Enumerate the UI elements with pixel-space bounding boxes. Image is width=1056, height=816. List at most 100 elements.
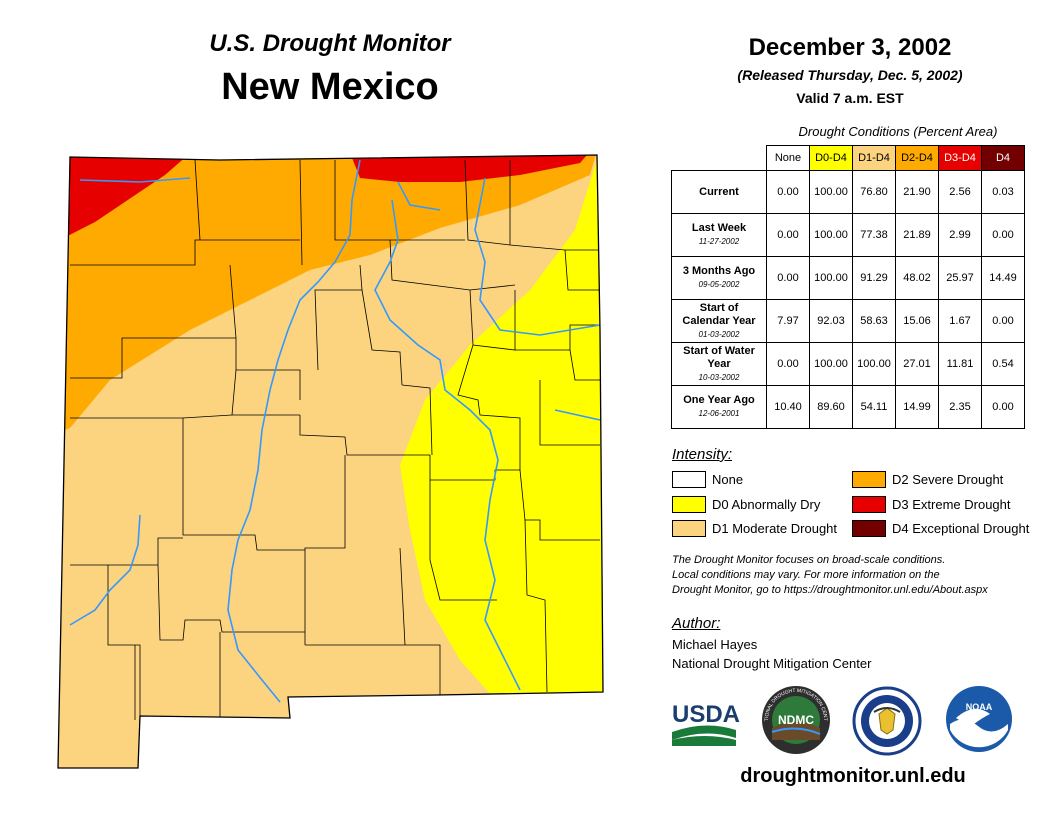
author-title: Author: xyxy=(672,615,721,632)
row-label-text: Current xyxy=(699,185,739,198)
table-cell: 21.89 xyxy=(895,213,939,257)
author-org: National Drought Mitigation Center xyxy=(672,656,872,671)
release-date: (Released Thursday, Dec. 5, 2002) xyxy=(737,67,963,83)
tributary-river xyxy=(397,181,441,211)
table-cell: 0.00 xyxy=(981,213,1025,257)
legend-item-d3: D3 Extreme Drought xyxy=(852,496,1011,513)
table-cell: 100.00 xyxy=(852,342,896,386)
table-cell: 10.40 xyxy=(766,385,810,429)
legend-label: None xyxy=(712,472,744,487)
table-row: Current 0.00 100.00 76.80 21.90 2.56 0.03 xyxy=(671,170,1025,214)
table-cell: 0.00 xyxy=(766,170,810,214)
noaa-logo-text: NOAA xyxy=(966,702,993,712)
table-cell: 27.01 xyxy=(895,342,939,386)
table-row: Start of Calendar Year 01-03-2002 7.97 92.0… xyxy=(671,299,1025,343)
legend-item-d2: D2 Severe Drought xyxy=(852,471,1003,488)
row-label-text: One Year Ago xyxy=(683,394,755,406)
column-header: D4 xyxy=(981,145,1025,171)
note-line: The Drought Monitor focuses on broad-sca… xyxy=(672,554,946,566)
table-row: Start of Water Year 10-03-2002 0.00 100.00 1… xyxy=(671,342,1025,386)
table-cell: 2.35 xyxy=(938,385,982,429)
table-cell: 2.99 xyxy=(938,213,982,257)
row-date: 10-03-2002 xyxy=(698,372,740,382)
table-cell: 21.90 xyxy=(895,170,939,214)
ndmc-logo: NDMC NATIONAL DROUGHT MITIGATION CENTER xyxy=(760,684,830,754)
row-label: Last Week 11-27-2002 xyxy=(671,213,767,257)
table-corner xyxy=(672,146,767,171)
row-label-text: 3 Months Ago xyxy=(682,265,756,277)
legend-label: D4 Exceptional Drought xyxy=(892,521,1030,536)
table-cell: 100.00 xyxy=(809,213,853,257)
table-cell: 0.03 xyxy=(981,170,1025,214)
table-cell: 54.11 xyxy=(852,385,896,429)
row-label-text: Last Week xyxy=(691,222,747,234)
table-cell: 11.81 xyxy=(938,342,982,386)
column-header: D3-D4 xyxy=(938,145,982,171)
d2-area xyxy=(58,155,600,440)
row-date: 12-06-2001 xyxy=(698,409,740,418)
row-date: 01-03-2002 xyxy=(698,329,740,339)
table-cell: 0.00 xyxy=(981,385,1025,429)
table-cell: 77.38 xyxy=(852,213,896,257)
table-row: 3 Months Ago 09-05-2002 0.00 100.00 91.29 48.… xyxy=(671,256,1025,300)
table-cell: 58.63 xyxy=(852,299,896,343)
table-cell: 0.00 xyxy=(766,342,810,386)
valid-time: Valid 7 a.m. EST xyxy=(796,90,904,106)
column-header: None xyxy=(766,145,810,171)
san-juan-river xyxy=(79,177,191,183)
row-label: Current xyxy=(671,170,767,214)
note-line: Drought Monitor, go to https://droughtmo… xyxy=(672,584,988,596)
table-cell: 2.56 xyxy=(938,170,982,214)
table-cell: 0.00 xyxy=(766,256,810,300)
column-header: D1-D4 xyxy=(852,145,896,171)
row-label-text: Start of Water Year xyxy=(683,344,755,370)
legend-label: D3 Extreme Drought xyxy=(892,497,1011,512)
drought-conditions-table: None D0-D4 D1-D4 D2-D4 D3-D4 D4 Current 0.00 100… xyxy=(671,145,1025,429)
canadian-river-east xyxy=(554,409,601,421)
table-cell: 91.29 xyxy=(852,256,896,300)
table-title: Drought Conditions (Percent Area) xyxy=(798,124,998,139)
website-url[interactable]: droughtmonitor.unl.edu xyxy=(740,765,966,787)
legend-item-d4: D4 Exceptional Drought xyxy=(852,520,1029,537)
note-line: Local conditions may vary. For more info… xyxy=(672,569,940,581)
gila-river xyxy=(69,514,141,626)
legend-label: D1 Moderate Drought xyxy=(712,521,838,536)
table-cell: 14.49 xyxy=(981,256,1025,300)
legend-title: Intensity: xyxy=(672,446,733,463)
row-date: 09-05-2002 xyxy=(698,280,740,289)
usda-logo: USDA xyxy=(672,701,740,746)
legend-item-d0: D0 Abnormally Dry xyxy=(672,496,820,513)
legend-swatch-none xyxy=(672,471,706,488)
d3-area xyxy=(58,155,205,250)
commerce-seal-logo xyxy=(852,686,922,756)
rivers xyxy=(69,159,601,703)
table-cell: 92.03 xyxy=(809,299,853,343)
table-cell: 76.80 xyxy=(852,170,896,214)
table-cell: 15.06 xyxy=(895,299,939,343)
table-cell: 89.60 xyxy=(809,385,853,429)
ndmc-logo-text: NDMC xyxy=(778,713,814,727)
author-name: Michael Hayes xyxy=(672,637,758,652)
column-header: D0-D4 xyxy=(809,145,853,171)
table-cell: 0.54 xyxy=(981,342,1025,386)
table-cell: 100.00 xyxy=(809,342,853,386)
legend-item-d1: D1 Moderate Drought xyxy=(672,520,837,537)
pecos-river xyxy=(374,199,521,691)
table-cell: 100.00 xyxy=(809,170,853,214)
legend-swatch-d2 xyxy=(852,471,886,488)
table-row: One Year Ago 12-06-2001 10.40 89.60 54.11 14.… xyxy=(671,385,1025,429)
state-name: New Mexico xyxy=(221,66,439,108)
table-cell: 0.00 xyxy=(766,213,810,257)
map-subtitle: U.S. Drought Monitor xyxy=(209,30,451,57)
rio-grande-river xyxy=(227,159,361,703)
legend-label: D0 Abnormally Dry xyxy=(712,497,821,512)
table-cell: 7.97 xyxy=(766,299,810,343)
legend-item-none: None xyxy=(672,471,743,488)
legend-swatch-d3 xyxy=(852,496,886,513)
table-cell: 0.00 xyxy=(981,299,1025,343)
row-label-text: Start of Calendar Year xyxy=(682,301,756,327)
table-cell: 14.99 xyxy=(895,385,939,429)
legend-swatch-d1 xyxy=(672,520,706,537)
table-cell: 100.00 xyxy=(809,256,853,300)
row-date: 11-27-2002 xyxy=(698,237,740,246)
